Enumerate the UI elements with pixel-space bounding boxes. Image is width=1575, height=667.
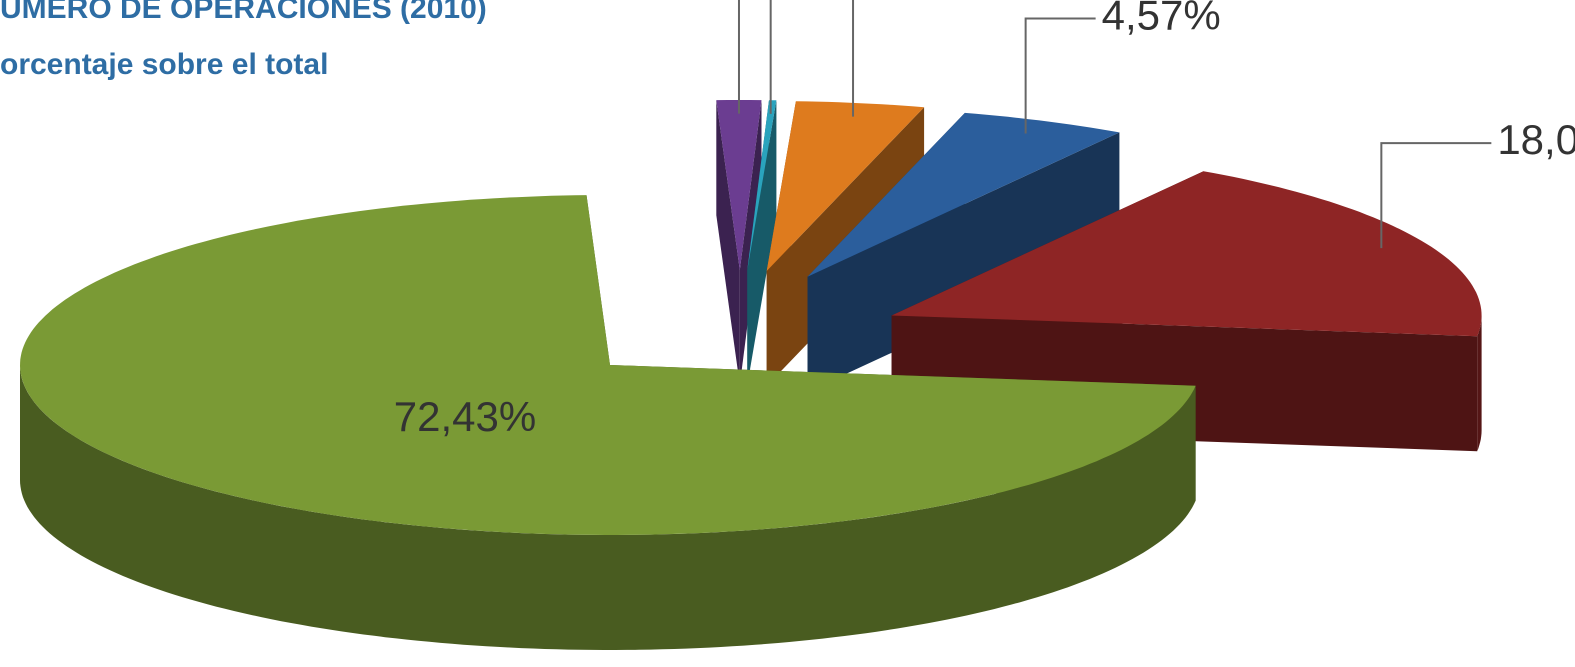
slice	[766, 101, 925, 271]
data-label: 18,08%	[1497, 116, 1575, 163]
chart-subtitle: orcentaje sobre el total	[0, 48, 328, 81]
slice-side	[716, 100, 740, 385]
slice-side	[747, 100, 777, 386]
data-label: 72,43%	[394, 393, 536, 440]
slice-wall	[1477, 315, 1482, 452]
slice	[747, 100, 777, 271]
slice-wall	[20, 365, 1196, 650]
leader-line	[737, 0, 740, 114]
leader-line	[1024, 17, 1096, 134]
slice	[20, 195, 1196, 535]
slice	[891, 171, 1482, 337]
data-label: 4,57%	[1102, 0, 1221, 39]
slice-side	[739, 100, 762, 385]
slice	[807, 112, 1120, 392]
slice	[716, 100, 762, 385]
slice	[716, 100, 762, 270]
slice	[747, 100, 777, 386]
chart-title: ÚMERO DE OPERACIONES (2010)	[0, 0, 487, 25]
leader-line	[1380, 142, 1492, 249]
slice-side	[807, 132, 1120, 392]
slice	[20, 195, 1196, 650]
slice	[807, 112, 1120, 277]
